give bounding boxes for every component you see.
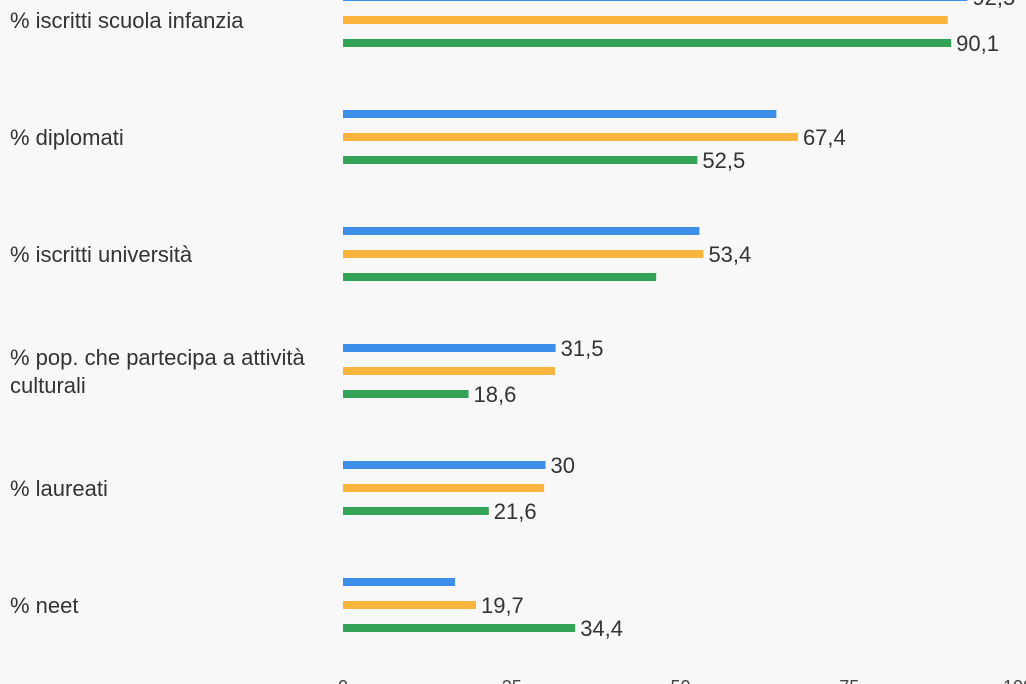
- bar: [343, 250, 704, 258]
- bar: [343, 390, 469, 398]
- bar: [343, 227, 700, 235]
- data-label: 31,5: [561, 336, 604, 361]
- x-tick-label: 0: [338, 677, 348, 684]
- data-label: 19,7: [481, 593, 524, 618]
- category-label: % laureati: [10, 476, 108, 501]
- bar: [343, 367, 555, 375]
- data-label: 18,6: [474, 382, 517, 407]
- category-label: % pop. che partecipa a attività cultural…: [10, 345, 305, 398]
- bar: [343, 624, 576, 632]
- bar: [343, 344, 556, 352]
- bar: [343, 601, 476, 609]
- bar: [343, 39, 952, 47]
- x-tick-label: 100: [1003, 677, 1026, 684]
- bar: [343, 133, 798, 141]
- data-label: 90,1: [956, 31, 999, 56]
- data-label: 30: [551, 453, 575, 478]
- category-label: % iscritti scuola infanzia: [10, 8, 244, 33]
- bar: [343, 461, 546, 469]
- bar: [343, 110, 777, 118]
- data-label: 53,4: [708, 242, 751, 267]
- bar: [343, 273, 657, 281]
- data-label: 92,5: [972, 0, 1015, 10]
- data-label: 34,4: [580, 616, 623, 641]
- bar: [343, 156, 698, 164]
- x-tick-label: 50: [670, 677, 690, 684]
- category-label: % iscritti università: [10, 242, 193, 267]
- data-label: 52,5: [702, 148, 745, 173]
- category-label: % diplomati: [10, 125, 124, 150]
- bar: [343, 578, 456, 586]
- data-label: 21,6: [494, 499, 537, 524]
- x-tick-label: 75: [839, 677, 859, 684]
- bar: [343, 484, 545, 492]
- bar: [343, 16, 948, 24]
- bar: [343, 0, 968, 1]
- category-label: % neet: [10, 593, 79, 618]
- x-tick-label: 25: [502, 677, 522, 684]
- bar: [343, 507, 489, 515]
- data-label: 67,4: [803, 125, 846, 150]
